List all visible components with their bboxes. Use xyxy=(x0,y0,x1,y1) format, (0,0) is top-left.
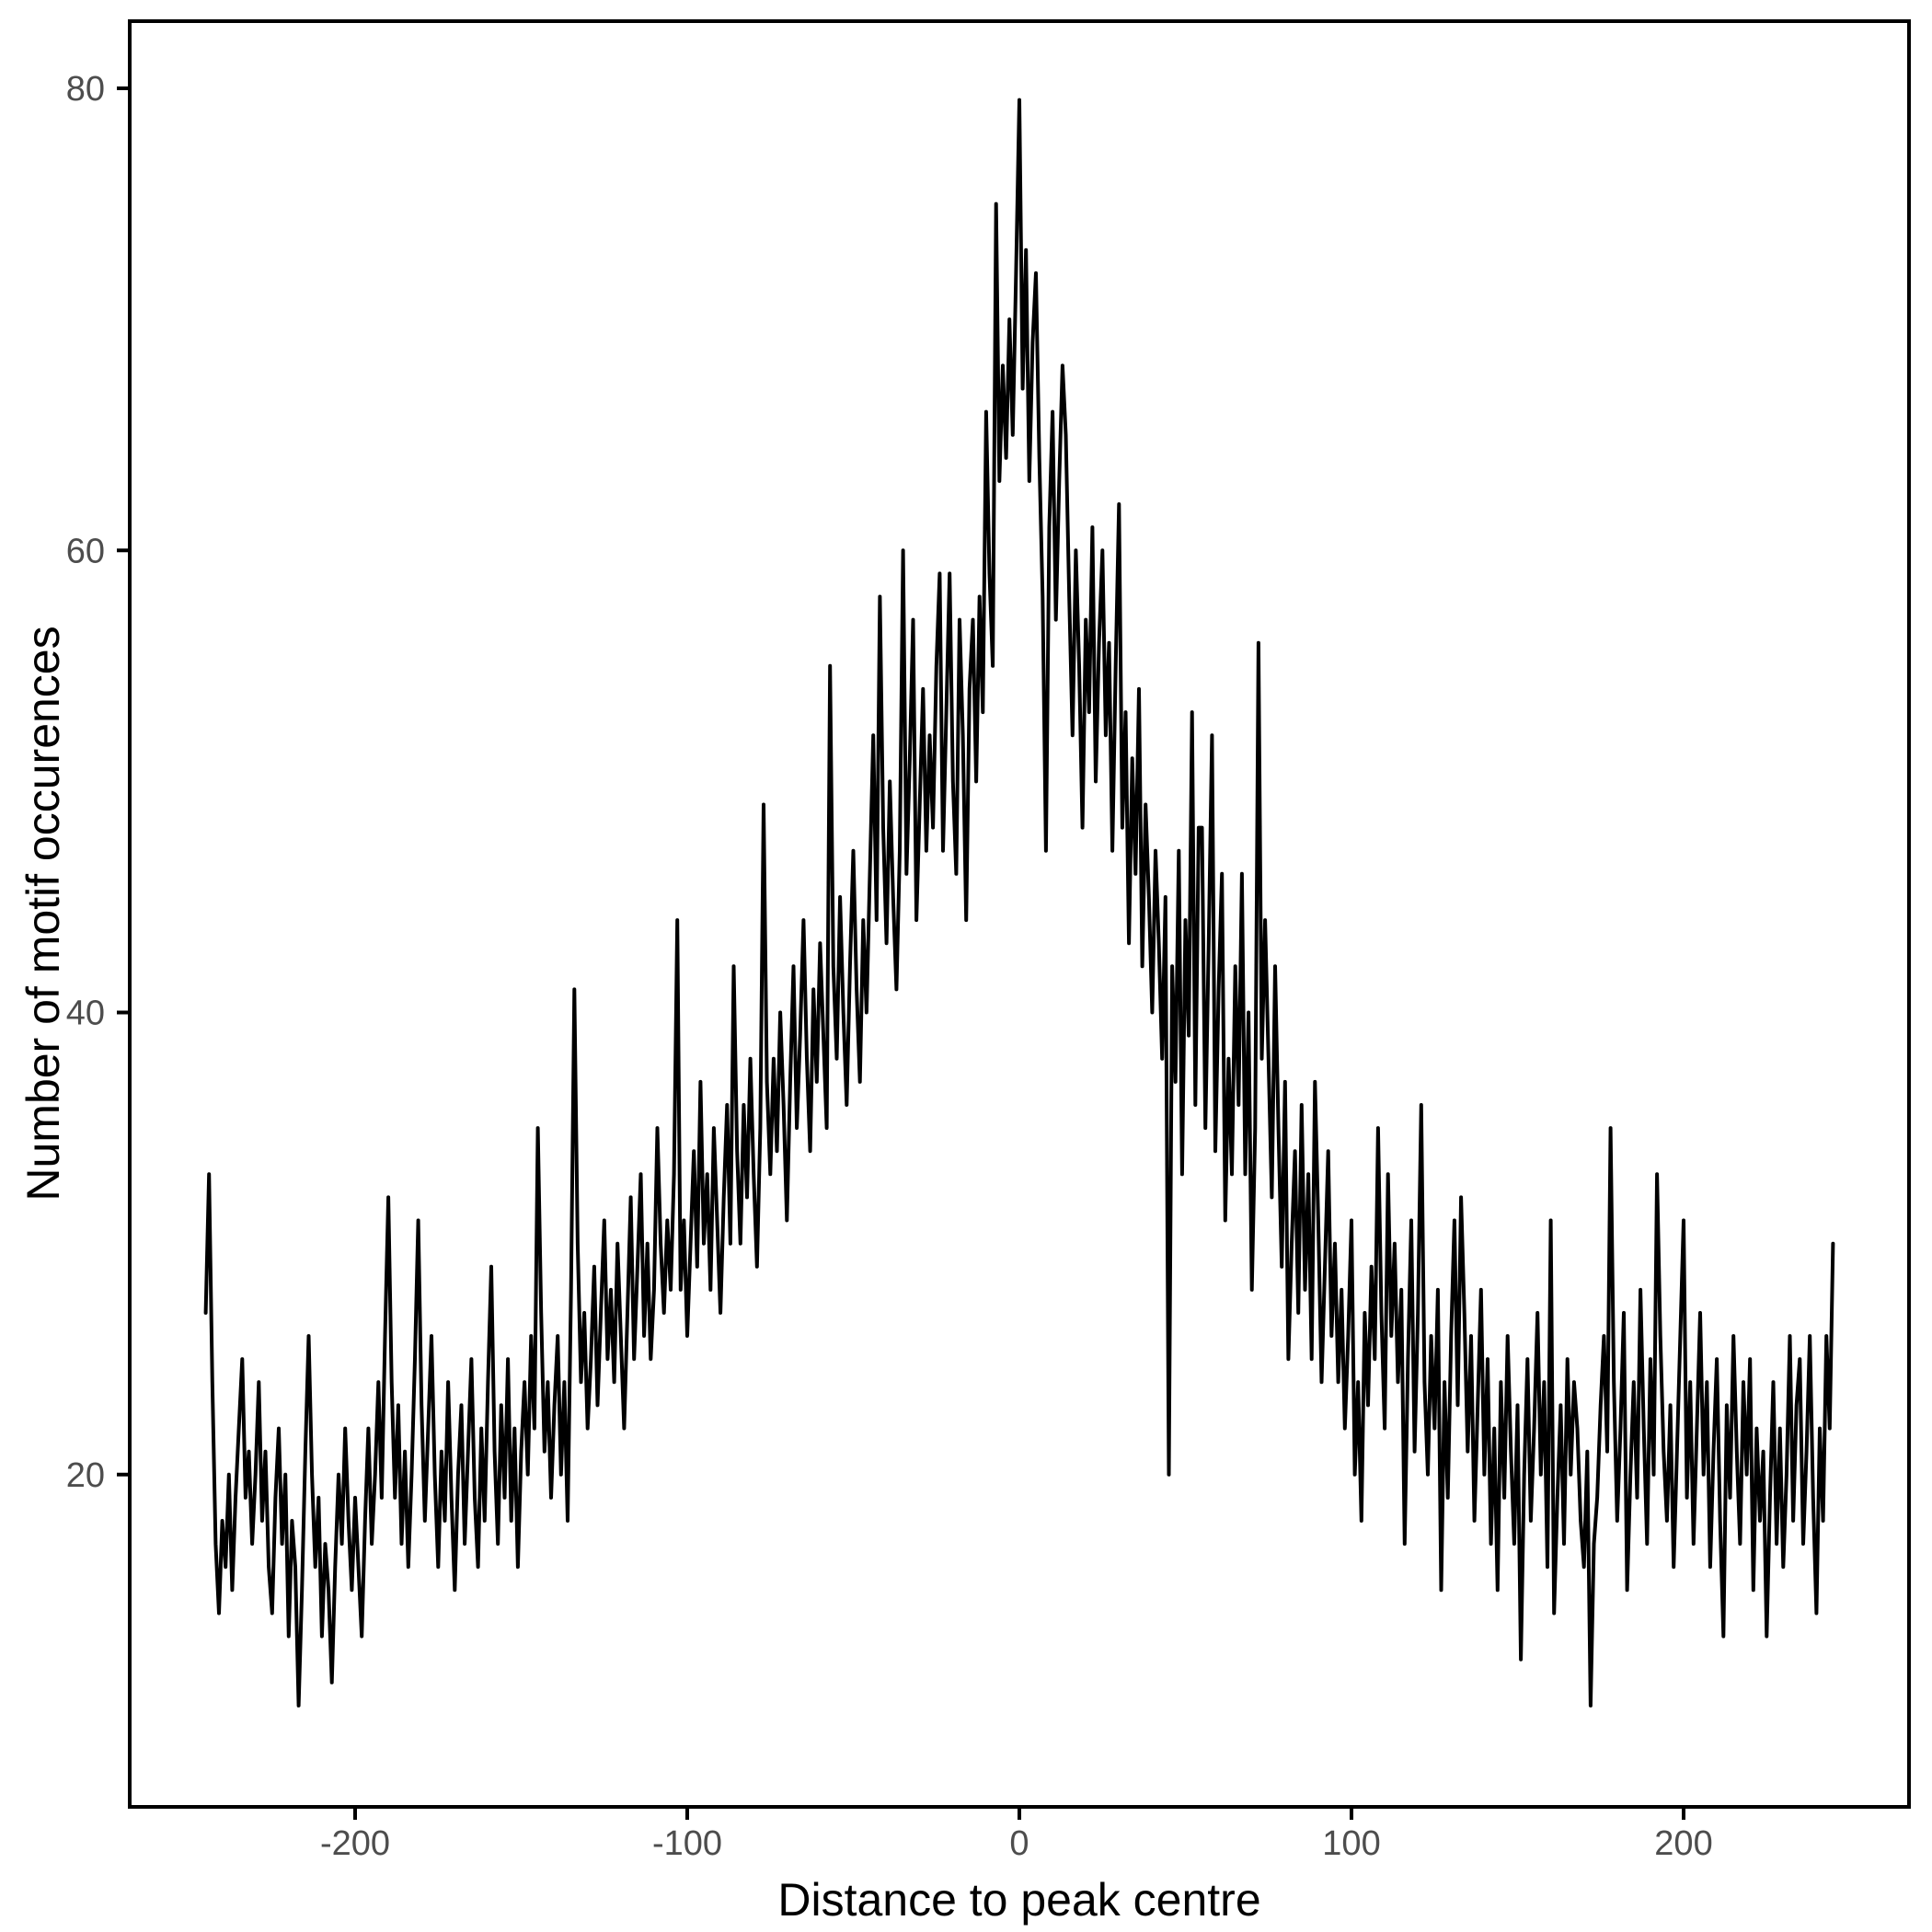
panel-border xyxy=(128,19,1911,1809)
data-line xyxy=(203,98,1835,1708)
y-axis-ticks: 20 40 60 80 xyxy=(66,70,130,1495)
y-tick-label: 60 xyxy=(66,532,105,570)
x-axis-ticks: -200 -100 0 100 200 xyxy=(320,1807,1713,1863)
x-axis-title: Distance to peak centre xyxy=(777,1874,1261,1926)
x-tick-label: 200 xyxy=(1654,1824,1712,1863)
x-tick-label: -200 xyxy=(320,1824,390,1863)
y-tick-label: 40 xyxy=(66,995,105,1033)
x-tick-label: 100 xyxy=(1322,1824,1380,1863)
y-tick-label: 80 xyxy=(66,70,105,109)
x-tick-label: -100 xyxy=(652,1824,722,1863)
x-tick-label: 0 xyxy=(1009,1824,1029,1863)
y-axis-title: Number of motif occurences xyxy=(17,626,69,1202)
y-tick-label: 20 xyxy=(66,1456,105,1495)
